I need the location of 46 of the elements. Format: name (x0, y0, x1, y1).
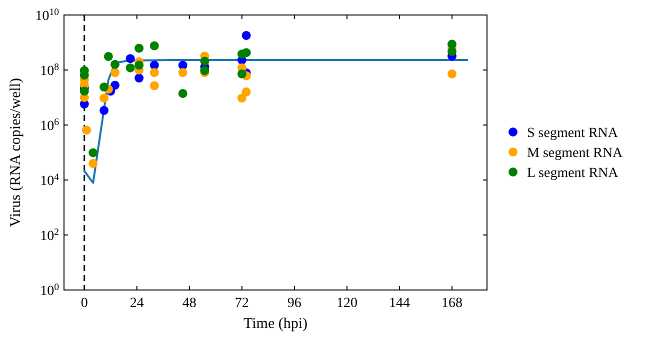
x-tick-label: 144 (388, 296, 410, 311)
point (242, 30, 251, 40)
point (134, 60, 144, 70)
point (100, 106, 109, 115)
point (126, 63, 135, 72)
point (134, 74, 144, 83)
x-tick-label: 168 (441, 296, 462, 311)
point (104, 52, 113, 61)
x-tick-label: 96 (287, 296, 302, 311)
point (237, 94, 246, 103)
point (150, 81, 159, 90)
point (110, 68, 120, 78)
y-tick-label: 10$^{0}$ (40, 282, 60, 299)
point (88, 158, 98, 168)
x-axis-title: Time (hpi) (243, 316, 308, 332)
point (100, 82, 109, 92)
point (242, 48, 251, 58)
legend-label: S segment RNA (527, 126, 619, 141)
point (110, 60, 120, 69)
point (88, 148, 98, 158)
point (110, 80, 120, 90)
x-tick-label: 48 (182, 296, 196, 311)
y-tick-label: 10$^{2}$ (40, 226, 60, 244)
x-tick-label: 72 (234, 296, 249, 311)
y-tick-label: 10$^{10}$ (35, 6, 60, 24)
legend-label: L segment RNA (527, 166, 620, 181)
y-tick-label: 10$^{4}$ (40, 172, 60, 189)
point (134, 44, 144, 53)
point (237, 69, 246, 78)
point (150, 41, 159, 50)
point (178, 88, 188, 98)
x-tick-label: 0 (80, 296, 88, 311)
y-tick-label: 10$^{8}$ (40, 62, 60, 79)
point (100, 94, 109, 103)
x-tick-label: 120 (336, 296, 358, 311)
point (447, 69, 456, 78)
x-tick-label: 24 (130, 296, 144, 311)
y-tick-label: 10$^{6}$ (40, 116, 60, 134)
point (242, 87, 251, 96)
point (150, 68, 159, 78)
legend-label: M segment RNA (527, 146, 624, 161)
point (200, 56, 210, 66)
point (178, 68, 188, 78)
y-axis-title: Virus (RNA copies/well) (8, 78, 24, 228)
point (82, 126, 92, 135)
point (126, 54, 135, 64)
